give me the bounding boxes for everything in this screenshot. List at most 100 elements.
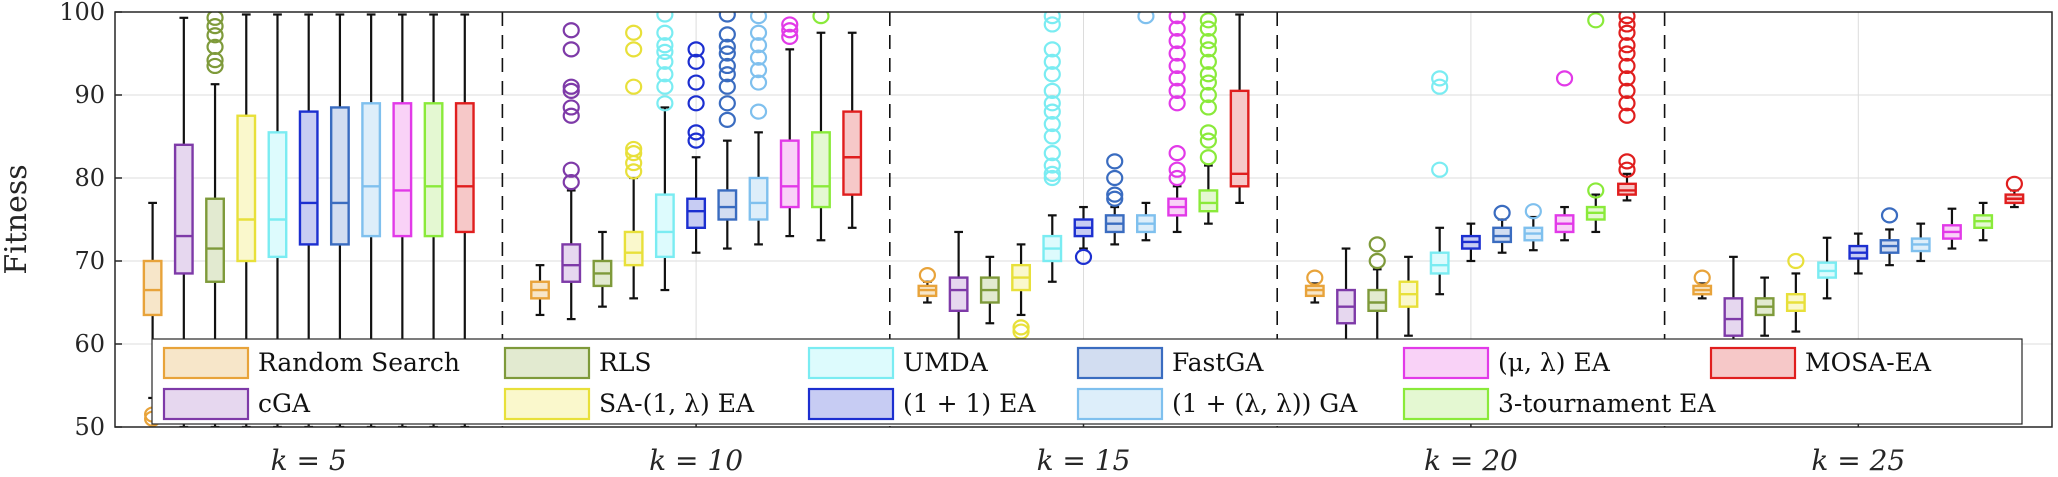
box-5-4 <box>1785 252 1806 333</box>
outlier-point <box>1168 95 1186 112</box>
box-iqr <box>686 197 707 229</box>
legend-label: cGA <box>258 389 311 418</box>
outlier-point <box>1168 57 1186 75</box>
group-label: k = 5 <box>271 444 347 477</box>
box-iqr <box>842 110 863 196</box>
box-iqr <box>236 114 257 263</box>
outlier-point <box>1368 236 1386 253</box>
outlier-point <box>1043 53 1061 70</box>
box-1-2 <box>173 16 194 427</box>
outlier-point <box>1618 37 1636 54</box>
legend-item: FastGA <box>1076 346 1264 380</box>
outlier-point <box>656 53 674 70</box>
legend-swatch <box>1402 387 1490 421</box>
box-iqr <box>267 131 288 259</box>
outlier-point <box>1199 99 1217 116</box>
box-2-6 <box>686 41 707 254</box>
outlier-point <box>1587 182 1605 199</box>
legend: Random Search RLS UMDA FastGA (μ, λ) EA MOSA-… <box>151 338 2023 425</box>
box-3-5 <box>1042 12 1063 283</box>
box-iqr <box>1198 189 1219 213</box>
y-tick-layer: 50 60 70 80 90 100 <box>59 0 1860 441</box>
outlier-point <box>1043 157 1061 174</box>
outlier-point <box>656 78 674 95</box>
box-1-10 <box>423 13 444 427</box>
legend-item: SA-(1, λ) EA <box>503 387 755 421</box>
box-3-2 <box>948 230 969 346</box>
legend-label: 3-tournament EA <box>1498 389 1716 418</box>
legend-item: Random Search <box>162 346 460 380</box>
box-4-1 <box>1304 269 1325 304</box>
legend-label: (1 + 1) EA <box>903 389 1036 418</box>
y-tick-label: 50 <box>74 413 105 441</box>
outlier-point <box>206 27 224 44</box>
group-label: k = 20 <box>1424 444 1518 477</box>
box-2-4 <box>623 24 644 300</box>
outlier-point <box>1431 161 1449 178</box>
legend-label: Random Search <box>258 348 460 377</box>
outlier-point <box>625 78 643 95</box>
outlier-point <box>1043 82 1061 99</box>
outlier-point <box>1199 20 1217 37</box>
box-2-9 <box>779 16 800 238</box>
outlier-point <box>206 12 224 26</box>
outlier-point <box>1043 95 1061 112</box>
legend-item: cGA <box>162 387 311 421</box>
outlier-point <box>1199 53 1217 70</box>
outlier-point <box>1431 78 1449 95</box>
legend-swatch <box>1076 387 1164 421</box>
box-5-5 <box>1817 236 1838 300</box>
box-iqr <box>1617 182 1637 196</box>
outlier-point <box>1106 153 1124 170</box>
box-1-3 <box>205 12 225 427</box>
outlier-point <box>1493 204 1511 221</box>
outlier-point <box>1787 252 1805 270</box>
legend-label: UMDA <box>903 348 989 377</box>
legend-item: RLS <box>503 346 652 380</box>
box-4-11 <box>1617 12 1637 202</box>
outlier-point <box>656 66 674 83</box>
outlier-point <box>1618 45 1636 62</box>
outlier-point <box>781 22 799 39</box>
box-iqr <box>623 230 644 267</box>
box-5-10 <box>1973 201 1994 242</box>
outlier-point <box>1199 149 1217 166</box>
box-iqr <box>779 139 800 209</box>
legend-item: (μ, λ) EA <box>1402 346 1611 380</box>
box-iqr <box>811 131 831 209</box>
box-layer <box>142 12 2025 427</box>
outlier-point <box>1168 45 1186 62</box>
legend-label: FastGA <box>1172 348 1264 377</box>
outlier-point <box>718 26 736 43</box>
outlier-point <box>206 57 224 75</box>
group-label: k = 15 <box>1037 444 1131 477</box>
outlier-point <box>1043 41 1061 58</box>
box-3-4 <box>1011 243 1032 340</box>
outlier-point <box>625 163 643 180</box>
outlier-point <box>781 28 799 46</box>
outlier-point <box>206 18 224 35</box>
legend-label: (μ, λ) EA <box>1498 348 1611 377</box>
outlier-point <box>1618 153 1636 170</box>
box-5-3 <box>1754 276 1775 337</box>
box-3-1 <box>917 267 938 304</box>
outlier-point <box>812 12 830 25</box>
group-label-layer: k = 5 k = 10 k = 15 k = 20 k = 25 <box>271 444 1906 477</box>
outlier-point <box>718 45 736 62</box>
outlier-point <box>1137 12 1155 25</box>
legend-swatch <box>503 346 591 380</box>
box-iqr <box>423 102 444 238</box>
outlier-point <box>718 95 736 112</box>
legend-swatch <box>503 387 591 421</box>
box-5-9 <box>1942 207 1962 250</box>
box-2-2 <box>561 22 582 321</box>
outlier-point <box>625 140 643 158</box>
outlier-point <box>562 41 580 58</box>
outlier-point <box>718 57 736 75</box>
outlier-point <box>718 111 736 129</box>
box-4-4 <box>1398 255 1419 337</box>
outlier-point <box>2005 175 2023 192</box>
outlier-point <box>718 66 736 83</box>
outlier-point <box>1043 145 1061 162</box>
